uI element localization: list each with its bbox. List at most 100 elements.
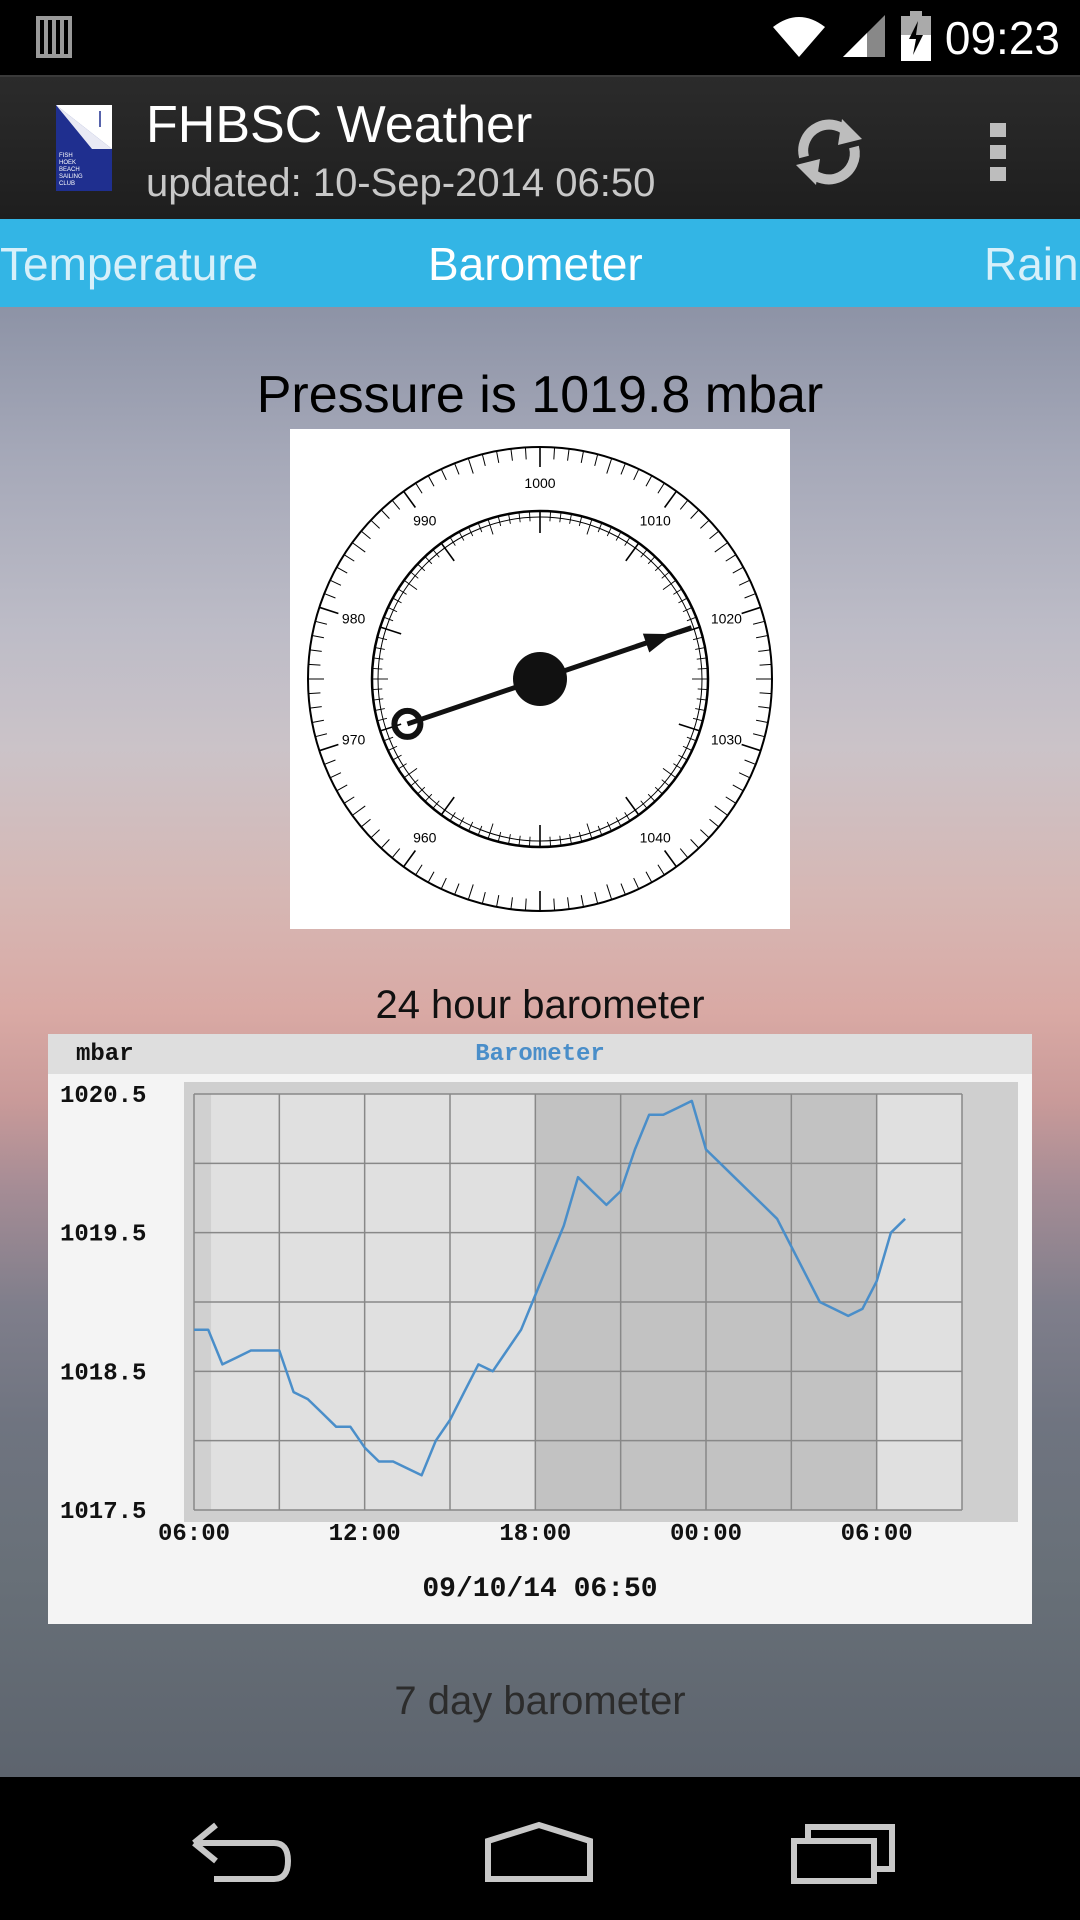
gauge-inner-tick [697, 688, 708, 690]
gauge-inner-tick [432, 549, 440, 558]
gauge-inner-tick [661, 779, 670, 787]
gauge-inner-tick [615, 817, 622, 827]
gauge-outer-tick [645, 475, 653, 487]
gauge-outer-tick [744, 759, 756, 765]
refresh-button[interactable] [784, 107, 874, 197]
gauge-inner-tick [440, 796, 455, 816]
gauge-outer-tick [427, 475, 435, 487]
y-tick-label: 1018.5 [60, 1360, 146, 1387]
gauge-inner-tick [372, 688, 383, 690]
gauge-inner-tick [410, 779, 419, 787]
y-tick-label: 1019.5 [60, 1222, 146, 1249]
gauge-outer-tick [594, 891, 599, 904]
gauge-inner-tick [597, 825, 603, 836]
gauge-outer-tick [370, 519, 380, 529]
svg-text:CLUB: CLUB [59, 181, 75, 187]
gauge-outer-tick [752, 733, 765, 738]
gauge-inner-tick [410, 571, 419, 579]
chart-xlabel: 09/10/14 06:50 [422, 1574, 657, 1605]
gauge-inner-tick [678, 597, 688, 604]
gauge-inner-tick [661, 571, 670, 579]
gauge-inner-tick [379, 723, 402, 732]
gauge-label: 1010 [640, 512, 671, 528]
gauge-inner-tick [647, 556, 656, 565]
tab-strip: Temperature Barometer Rain [0, 219, 1080, 307]
svg-text:FISH: FISH [59, 153, 73, 159]
gauge-inner-tick [625, 542, 640, 562]
gauge-inner-tick [383, 616, 394, 622]
gauge-inner-tick [529, 511, 531, 522]
gauge-outer-tick [402, 490, 417, 508]
tab-rain[interactable]: Rain [984, 238, 1079, 290]
gauge-outer-tick [620, 463, 626, 475]
gauge-inner-tick [597, 522, 603, 533]
gauge-inner-tick [497, 831, 502, 842]
gauge-inner-tick [695, 708, 706, 711]
gauge-label: 960 [413, 830, 437, 846]
gauge-inner-tick [449, 536, 456, 546]
gauge-inner-tick [586, 823, 593, 839]
gauge-inner-tick [692, 717, 703, 722]
gauge-inner-tick [477, 825, 483, 836]
gauge-outer-tick [714, 805, 728, 816]
gauge-inner-tick [696, 657, 707, 660]
gauge-outer-tick [343, 554, 355, 562]
app-title: FHBSC Weather [146, 96, 533, 154]
gauge-outer-tick [744, 593, 756, 599]
gauge-inner-tick [662, 579, 677, 591]
x-tick-label: 12:00 [329, 1521, 401, 1548]
gauge-inner-tick [549, 836, 551, 847]
gauge-outer-tick [580, 451, 584, 463]
gauge-outer-tick [440, 877, 447, 890]
gauge-outer-tick [343, 796, 355, 804]
gauge-outer-tick [741, 743, 761, 752]
gauge-outer-tick [752, 620, 765, 625]
navigation-bar [0, 1777, 1080, 1920]
gauge-inner-tick [392, 754, 402, 761]
recents-button[interactable] [790, 1817, 900, 1887]
gauge-inner-tick [397, 763, 407, 770]
gauge-outer-tick [324, 759, 336, 765]
chart-title: Barometer [475, 1041, 605, 1068]
gauge-inner-tick [625, 796, 640, 816]
gauge-inner-tick [682, 607, 693, 613]
gauge-outer-tick [309, 706, 322, 709]
gauge-outer-tick [758, 649, 771, 652]
gauge-outer-tick [606, 884, 613, 900]
gauge-inner-tick [377, 717, 388, 722]
gauge-inner-tick [432, 800, 440, 809]
barometer-content[interactable]: Pressure is 1019.8 mbar 1000 1010 1020 1030… [0, 307, 1080, 1777]
chart-24h-caption: 24 hour barometer [375, 983, 705, 1027]
gauge-needle-arrow [642, 633, 673, 653]
gauge-inner-tick [508, 513, 511, 524]
gauge-inner-tick [373, 698, 384, 701]
gauge-inner-tick [673, 763, 683, 770]
gauge-outer-tick [725, 554, 737, 562]
gauge-inner-tick [662, 767, 677, 779]
home-button[interactable] [484, 1817, 594, 1887]
gauge-outer-tick [759, 663, 772, 666]
overflow-menu-button[interactable] [968, 107, 1028, 197]
gauge-outer-tick [402, 850, 417, 868]
gauge-outer-tick [725, 796, 737, 804]
gauge-outer-tick [360, 818, 371, 828]
gauge-outer-tick [391, 499, 401, 510]
gauge-inner-tick [692, 636, 703, 641]
gauge-outer-tick [633, 877, 640, 890]
gauge-outer-tick [336, 784, 348, 792]
gauge-outer-tick [738, 772, 751, 779]
tab-temperature[interactable]: Temperature [0, 238, 259, 290]
gauge-inner-tick [578, 831, 583, 842]
gauge-outer-tick [352, 805, 366, 816]
gauge-inner-tick [578, 516, 583, 527]
gauge-outer-tick [679, 848, 689, 859]
gauge-outer-tick [690, 839, 700, 849]
gauge-inner-tick [686, 616, 697, 622]
gauge-outer-tick [606, 458, 613, 474]
tab-barometer[interactable]: Barometer [428, 238, 643, 290]
gauge-outer-tick [756, 635, 768, 639]
gauge-inner-tick [387, 607, 398, 613]
gauge-inner-tick [458, 531, 465, 541]
back-button[interactable] [186, 1817, 296, 1887]
gauge-outer-tick [415, 482, 423, 494]
